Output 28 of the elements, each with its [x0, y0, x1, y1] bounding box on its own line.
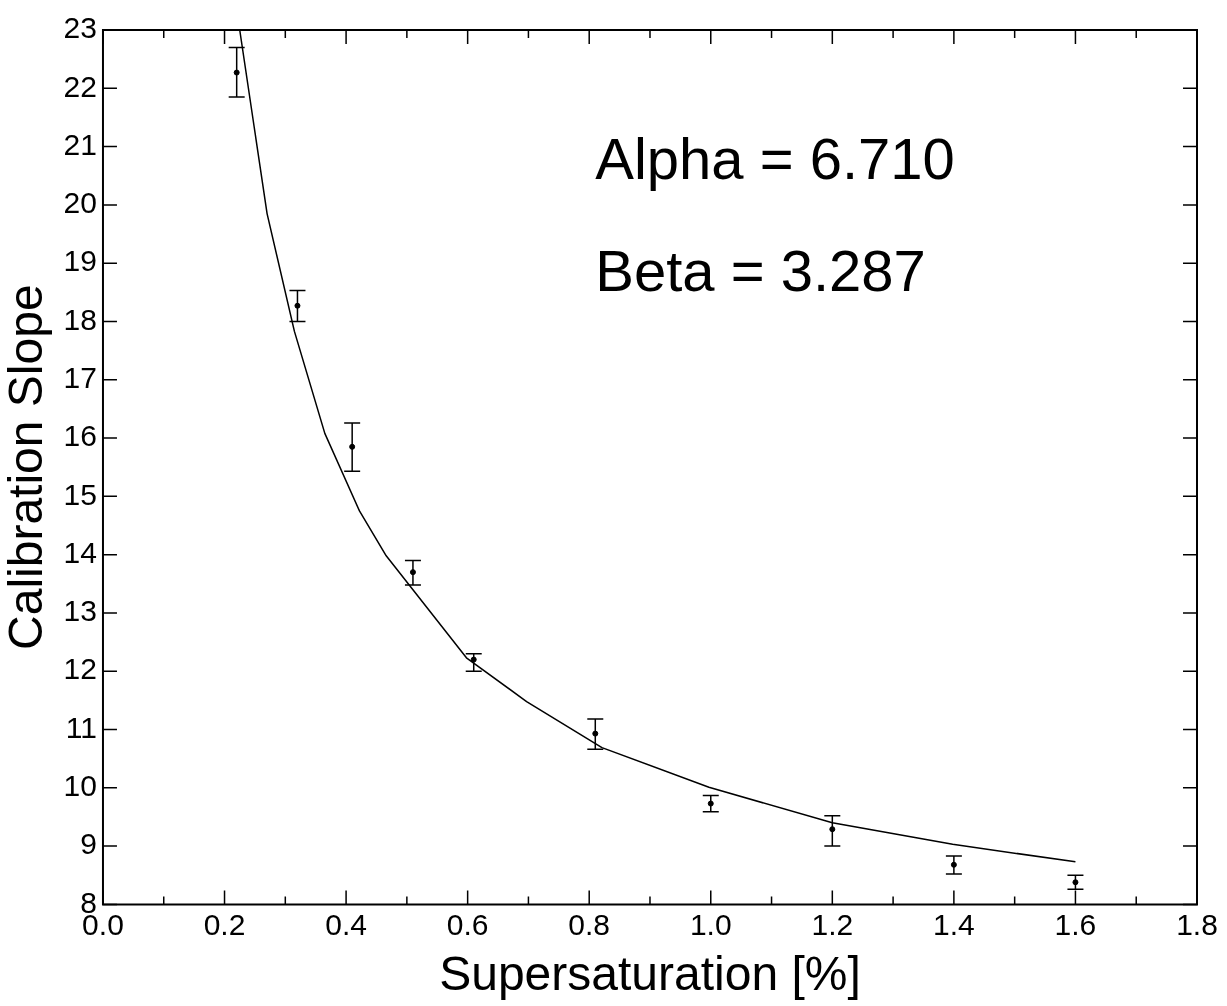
x-tick-label: 0.4	[325, 907, 367, 941]
x-axis-title: Supersaturation [%]	[439, 947, 861, 1001]
x-tick-label: 1.4	[933, 907, 975, 941]
y-tick-label: 12	[63, 652, 97, 686]
x-tick-label: 1.2	[811, 907, 854, 941]
annotation: Beta = 3.287	[595, 238, 926, 303]
y-tick-label: 14	[63, 535, 97, 569]
y-tick-label: 13	[63, 594, 97, 628]
x-tick-label: 1.0	[689, 907, 732, 941]
x-tick-label: 0.2	[203, 907, 246, 941]
y-tick-label: 9	[80, 827, 97, 861]
y-tick-label: 18	[63, 302, 97, 336]
y-tick-label: 17	[63, 361, 97, 395]
annotation: Alpha = 6.710	[595, 126, 955, 191]
y-tick-label: 11	[65, 710, 97, 744]
x-tick-label: 1.8	[1176, 907, 1218, 941]
y-tick-label: 23	[63, 11, 97, 45]
y-tick-label: 16	[63, 419, 97, 453]
x-tick-label: 1.6	[1054, 907, 1097, 941]
y-tick-label: 10	[63, 769, 97, 803]
x-tick-label: 0.6	[446, 907, 489, 941]
y-tick-label: 22	[63, 69, 97, 103]
y-tick-label: 19	[63, 244, 97, 278]
y-axis-title: Calibration Slope	[0, 284, 53, 650]
x-tick-label: 0.8	[568, 907, 611, 941]
y-tick-label: 20	[63, 186, 97, 220]
y-tick-label: 21	[63, 127, 97, 161]
y-tick-label: 15	[63, 477, 97, 511]
